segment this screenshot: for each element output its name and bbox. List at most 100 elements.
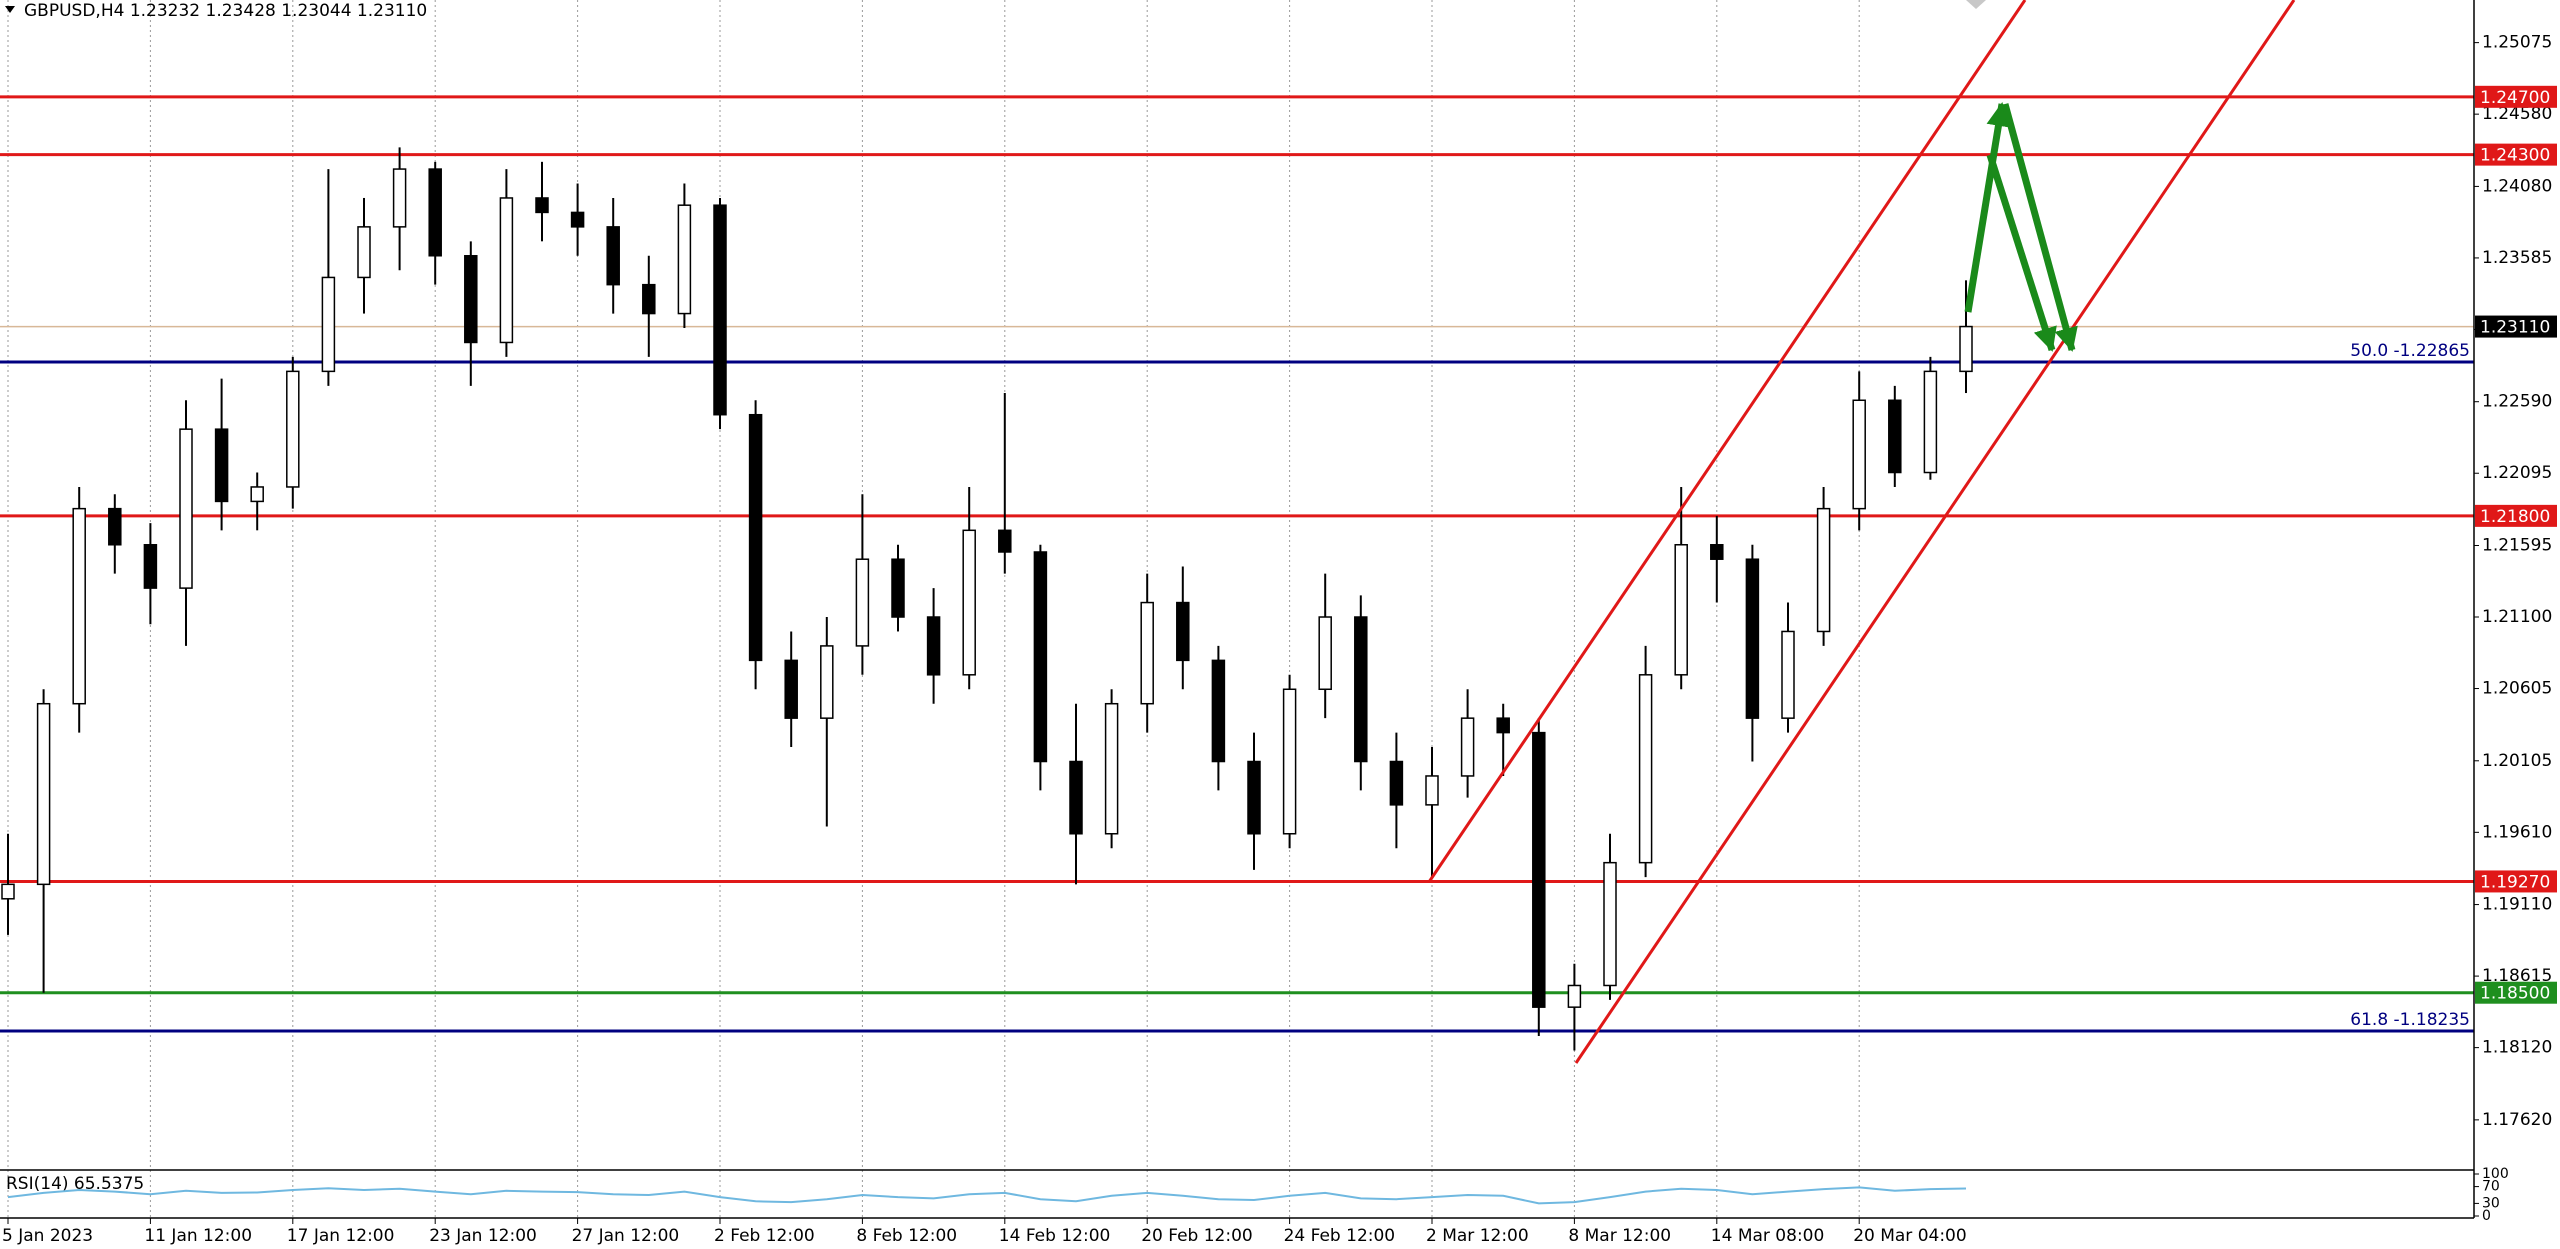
y-tick-label: 1.24080 (2482, 176, 2552, 196)
candle-body (1496, 717, 1510, 734)
candle-body (1460, 717, 1475, 777)
candle-body (855, 558, 870, 647)
candle-body (1745, 558, 1760, 719)
candle-body (1603, 861, 1617, 987)
candle-body (642, 283, 656, 315)
candle-body (1781, 630, 1795, 719)
candle-body (1638, 674, 1653, 864)
candle-body (1211, 659, 1226, 763)
candle-body (250, 486, 264, 503)
arrow-down (1986, 153, 2057, 352)
x-tick-label: 11 Jan 12:00 (144, 1226, 252, 1246)
level-price-label: 1.24700 (2480, 88, 2550, 108)
candle-body (1567, 984, 1582, 1008)
y-tick-label: 1.19610 (2482, 822, 2552, 842)
menu-triangle (5, 6, 15, 13)
candle-body (1674, 544, 1688, 676)
candle-body (606, 226, 620, 286)
x-tick-label: 23 Jan 12:00 (429, 1226, 537, 1246)
candle-body (72, 507, 86, 705)
candles (1, 147, 1973, 1051)
level-price-box (2475, 504, 2557, 527)
x-tick-label: 8 Feb 12:00 (856, 1226, 957, 1246)
x-tick-label: 2 Mar 12:00 (1426, 1226, 1529, 1246)
rsi-tick-label: 70 (2482, 1179, 2500, 1195)
candle-body (143, 544, 158, 589)
rsi-tick-label: 0 (2482, 1208, 2491, 1224)
candle-body (428, 168, 442, 257)
x-tick-label: 5 Jan 2023 (2, 1226, 93, 1246)
candle-body (1710, 544, 1724, 560)
candle-body (1247, 760, 1261, 835)
rsi-tick-label: 30 (2482, 1195, 2500, 1211)
level-price-label: 1.24300 (2480, 146, 2550, 166)
y-tick-label: 1.22095 (2482, 463, 2552, 483)
arrow-up (1964, 102, 2011, 313)
fibo-label: 61.8 -1.18235 (2350, 1010, 2470, 1030)
y-tick-label: 1.24580 (2482, 104, 2552, 124)
level-price-box (2475, 870, 2557, 893)
candle-body (891, 558, 905, 618)
candle-body (713, 204, 727, 416)
x-tick-label: 20 Feb 12:00 (1141, 1226, 1253, 1246)
candle-body (1888, 399, 1902, 474)
candle-body (1069, 760, 1083, 835)
level-price-label: 1.21800 (2480, 507, 2550, 527)
candle-body (784, 659, 798, 719)
chart-title: GBPUSD,H4 1.23232 1.23428 1.23044 1.2311… (24, 1, 427, 21)
candle-body (499, 197, 514, 344)
y-tick-label: 1.20605 (2482, 679, 2552, 699)
x-tick-label: 14 Feb 12:00 (999, 1226, 1111, 1246)
candle-body (286, 370, 300, 488)
candle-body (1354, 616, 1368, 763)
x-tick-label: 17 Jan 12:00 (287, 1226, 395, 1246)
candle-body (1923, 370, 1938, 474)
candle-body (464, 255, 478, 344)
candle-body (1852, 399, 1866, 510)
level-price-label: 1.18500 (2480, 984, 2550, 1004)
channel-line (1574, 0, 2296, 1064)
candle-body (214, 428, 229, 503)
y-tick-label: 1.21595 (2482, 535, 2552, 555)
y-tick-label: 1.18120 (2482, 1038, 2552, 1058)
candle-body (926, 616, 941, 676)
current-price-box (2475, 315, 2557, 338)
candle-body (1104, 702, 1119, 835)
x-tick-label: 27 Jan 12:00 (572, 1226, 680, 1246)
candle-body (962, 529, 976, 676)
x-tick-label: 20 Mar 04:00 (1853, 1226, 1967, 1246)
x-tick-label: 2 Feb 12:00 (714, 1226, 815, 1246)
level-price-box (2475, 981, 2557, 1004)
y-tick-label: 1.20105 (2482, 751, 2552, 771)
candle-body (1816, 507, 1831, 633)
x-tick-label: 24 Feb 12:00 (1284, 1226, 1396, 1246)
rsi-line (7, 1186, 1967, 1205)
y-tick-label: 1.22590 (2482, 392, 2552, 412)
candle-body (1425, 775, 1439, 806)
candle-body (1532, 731, 1546, 1008)
candle-body (535, 197, 549, 214)
candle-body (1282, 688, 1297, 835)
candle-body (677, 204, 692, 315)
rsi-tick-label: 100 (2482, 1166, 2509, 1182)
candle-body (36, 702, 51, 886)
x-tick-label: 14 Mar 08:00 (1711, 1226, 1825, 1246)
level-price-box (2475, 143, 2557, 166)
level-price-label: 1.19270 (2480, 872, 2550, 892)
x-tick-label: 8 Mar 12:00 (1568, 1226, 1671, 1246)
forecast-arrows (1964, 0, 2078, 352)
candle-body (392, 168, 407, 228)
trend-channel (1427, 0, 2296, 1064)
object-marker (1966, 0, 1986, 9)
candle-body (321, 276, 336, 373)
y-tick-label: 1.17620 (2482, 1110, 2552, 1130)
fibo-label: 50.0 -1.22865 (2350, 341, 2470, 361)
y-tick-label: 1.23585 (2482, 248, 2552, 268)
y-tick-label: 1.18615 (2482, 966, 2552, 986)
axes (0, 0, 2475, 1219)
y-tick-label: 1.19110 (2482, 895, 2552, 915)
candle-body (1033, 551, 1048, 763)
rsi-label: RSI(14) 65.5375 (6, 1174, 144, 1194)
candle-body (1959, 325, 1973, 373)
